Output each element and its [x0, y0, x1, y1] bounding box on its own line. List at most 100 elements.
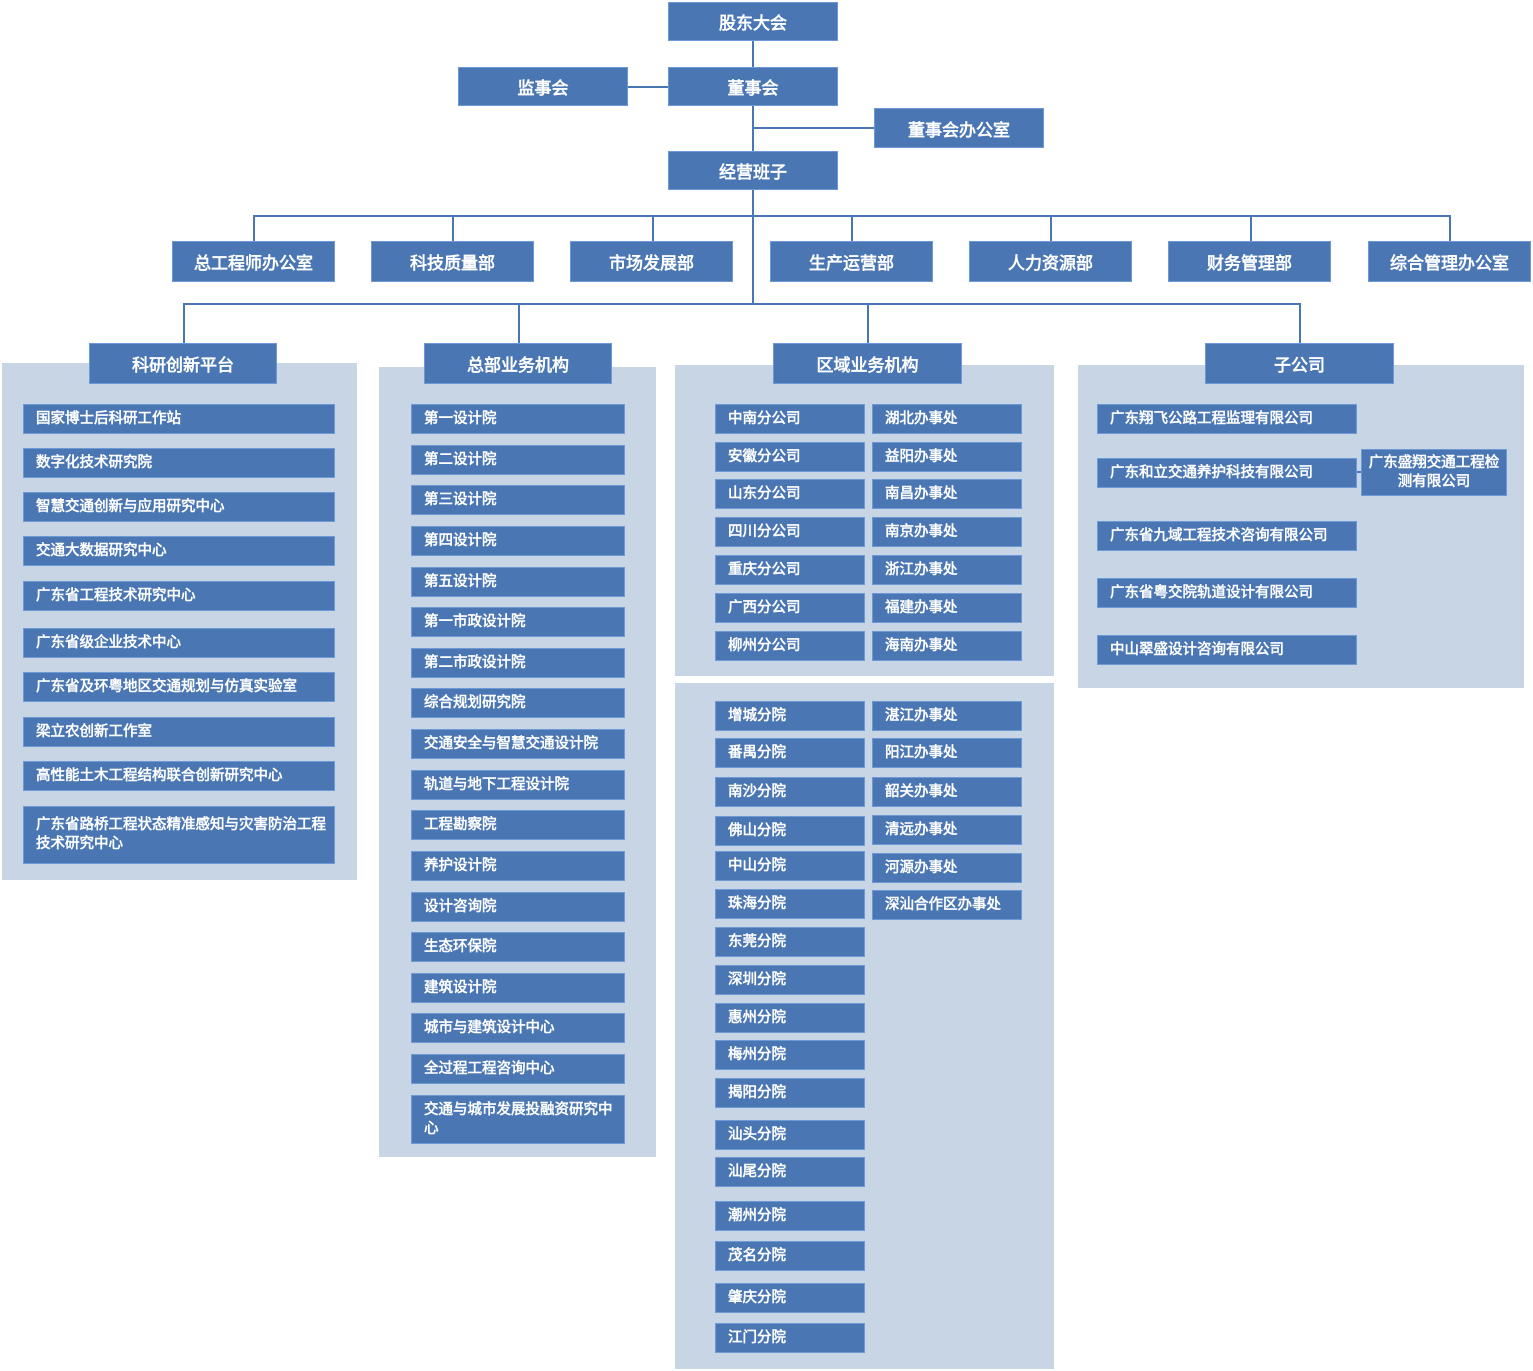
connector-line	[518, 303, 520, 343]
sub-branch-item: 揭阳分院	[715, 1078, 865, 1108]
group-header-subsidiaries: 子公司	[1205, 343, 1394, 384]
subsidiary-item: 广东和立交通养护科技有限公司	[1097, 458, 1357, 488]
sub-branch-item: 佛山分院	[715, 816, 865, 846]
headquarters-item: 第三设计院	[411, 485, 625, 515]
headquarters-item: 设计咨询院	[411, 892, 625, 922]
connector-line	[183, 303, 1301, 305]
branch-item: 广西分公司	[715, 593, 865, 623]
supervisors-box: 监事会	[458, 67, 628, 106]
headquarters-item: 城市与建筑设计中心	[411, 1013, 625, 1043]
sub-branch-item: 茂名分院	[715, 1241, 865, 1271]
board-box: 董事会	[668, 67, 838, 106]
branch-item: 柳州分公司	[715, 631, 865, 661]
subsidiary-child-item: 广东盛翔交通工程检测有限公司	[1361, 449, 1507, 496]
local-office-item: 深汕合作区办事处	[872, 890, 1022, 920]
research-item: 智慧交通创新与应用研究中心	[23, 492, 335, 522]
headquarters-item: 第二市政设计院	[411, 648, 625, 678]
office-item: 福建办事处	[872, 593, 1022, 623]
connector-line	[253, 215, 255, 241]
connector-line	[1250, 215, 1252, 241]
headquarters-item: 养护设计院	[411, 851, 625, 881]
sub-branch-item: 南沙分院	[715, 777, 865, 807]
sub-branch-item: 潮州分院	[715, 1201, 865, 1231]
subsidiary-item: 广东翔飞公路工程监理有限公司	[1097, 404, 1357, 434]
shareholders-box: 股东大会	[668, 2, 838, 41]
headquarters-item: 第五设计院	[411, 567, 625, 597]
board-office-box: 董事会办公室	[874, 108, 1044, 148]
sub-branch-item: 汕头分院	[715, 1120, 865, 1150]
research-item: 高性能土木工程结构联合创新研究中心	[23, 761, 335, 791]
headquarters-item: 轨道与地下工程设计院	[411, 770, 625, 800]
connector-line	[628, 86, 668, 88]
group-header-regional: 区域业务机构	[773, 343, 962, 384]
branch-item: 山东分公司	[715, 479, 865, 509]
connector-line	[753, 127, 874, 129]
sub-branch-item: 汕尾分院	[715, 1157, 865, 1187]
research-item: 梁立农创新工作室	[23, 717, 335, 747]
research-item: 国家博士后科研工作站	[23, 404, 335, 434]
department-box: 生产运营部	[770, 241, 933, 282]
headquarters-item: 交通安全与智慧交通设计院	[411, 729, 625, 759]
subsidiary-item: 中山翠盛设计咨询有限公司	[1097, 635, 1357, 665]
headquarters-item: 综合规划研究院	[411, 688, 625, 718]
subsidiary-item: 广东省粤交院轨道设计有限公司	[1097, 578, 1357, 608]
office-item: 浙江办事处	[872, 555, 1022, 585]
connector-line	[183, 303, 185, 343]
sub-branch-item: 肇庆分院	[715, 1283, 865, 1313]
connector-line	[652, 215, 654, 241]
branch-item: 重庆分公司	[715, 555, 865, 585]
sub-branch-item: 中山分院	[715, 851, 865, 881]
local-office-item: 河源办事处	[872, 853, 1022, 883]
sub-branch-item: 惠州分院	[715, 1003, 865, 1033]
sub-branch-item: 梅州分院	[715, 1040, 865, 1070]
headquarters-item: 建筑设计院	[411, 973, 625, 1003]
connector-line	[1050, 215, 1052, 241]
local-office-item: 阳江办事处	[872, 738, 1022, 768]
research-item: 广东省工程技术研究中心	[23, 581, 335, 611]
local-office-item: 韶关办事处	[872, 777, 1022, 807]
connector-line	[452, 215, 454, 241]
branch-item: 四川分公司	[715, 517, 865, 547]
sub-branch-item: 东莞分院	[715, 927, 865, 957]
group-header-research: 科研创新平台	[89, 343, 277, 384]
headquarters-item: 第一市政设计院	[411, 607, 625, 637]
connector-line	[867, 303, 869, 343]
local-office-item: 湛江办事处	[872, 701, 1022, 731]
headquarters-item: 生态环保院	[411, 932, 625, 962]
headquarters-item: 全过程工程咨询中心	[411, 1054, 625, 1084]
department-box: 财务管理部	[1168, 241, 1331, 282]
department-box: 综合管理办公室	[1368, 241, 1531, 282]
office-item: 益阳办事处	[872, 442, 1022, 472]
office-item: 湖北办事处	[872, 404, 1022, 434]
headquarters-item: 第一设计院	[411, 404, 625, 434]
department-box: 市场发展部	[570, 241, 733, 282]
headquarters-item: 第二设计院	[411, 445, 625, 475]
research-item: 广东省路桥工程状态精准感知与灾害防治工程技术研究中心	[23, 806, 335, 864]
connector-line	[1449, 215, 1451, 241]
department-box: 总工程师办公室	[172, 241, 335, 282]
management-box: 经营班子	[668, 151, 838, 190]
research-item: 广东省级企业技术中心	[23, 628, 335, 658]
sub-branch-item: 增城分院	[715, 701, 865, 731]
branch-item: 安徽分公司	[715, 442, 865, 472]
research-item: 广东省及环粤地区交通规划与仿真实验室	[23, 672, 335, 702]
research-item: 数字化技术研究院	[23, 448, 335, 478]
local-office-item: 清远办事处	[872, 815, 1022, 845]
headquarters-item: 工程勘察院	[411, 810, 625, 840]
branch-item: 中南分公司	[715, 404, 865, 434]
panel-research	[2, 363, 357, 880]
office-item: 南京办事处	[872, 517, 1022, 547]
department-box: 科技质量部	[371, 241, 534, 282]
office-item: 南昌办事处	[872, 479, 1022, 509]
sub-branch-item: 番禺分院	[715, 738, 865, 768]
research-item: 交通大数据研究中心	[23, 536, 335, 566]
sub-branch-item: 江门分院	[715, 1323, 865, 1353]
subsidiary-item: 广东省九域工程技术咨询有限公司	[1097, 521, 1357, 551]
sub-branch-item: 珠海分院	[715, 889, 865, 919]
headquarters-item: 交通与城市发展投融资研究中心	[411, 1095, 625, 1144]
office-item: 海南办事处	[872, 631, 1022, 661]
sub-branch-item: 深圳分院	[715, 965, 865, 995]
group-header-headquarters: 总部业务机构	[424, 343, 612, 384]
department-box: 人力资源部	[969, 241, 1132, 282]
connector-line	[851, 215, 853, 241]
